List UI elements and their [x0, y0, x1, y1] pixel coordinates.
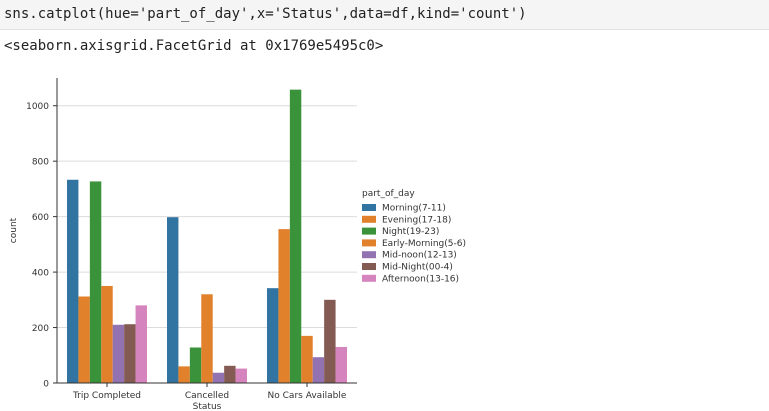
- x-tick-label: Trip Completed: [72, 391, 141, 401]
- bar: [224, 365, 236, 383]
- bar: [267, 288, 279, 383]
- y-tick-label: 1000: [26, 102, 49, 112]
- bar: [189, 347, 202, 383]
- legend-swatch: [362, 251, 376, 259]
- bar: [289, 89, 302, 384]
- axes: 0 200 400 600 800 1000 Trip Completed Cancelled…: [9, 78, 357, 411]
- bar: [278, 229, 290, 383]
- bar: [201, 294, 213, 383]
- legend-swatch: [362, 204, 376, 211]
- bar: [124, 324, 136, 383]
- legend-swatch: [362, 239, 376, 247]
- legend-label: Night(19-23): [382, 227, 439, 237]
- bar: [324, 299, 336, 383]
- legend-swatch: [362, 263, 376, 270]
- bar: [335, 346, 347, 383]
- bar: [101, 285, 113, 383]
- bars: [67, 89, 347, 384]
- y-axis-label: count: [9, 217, 19, 243]
- bar: [235, 368, 247, 383]
- x-tick-label: No Cars Available: [268, 391, 347, 401]
- legend-label: Mid-noon(12-13): [382, 251, 457, 261]
- x-tick-label: Cancelled: [185, 391, 229, 401]
- bar: [112, 324, 125, 383]
- legend-label: Early-Morning(5-6): [382, 239, 466, 249]
- y-tick-label: 200: [32, 324, 49, 334]
- bar: [301, 335, 313, 383]
- bar: [178, 366, 190, 383]
- legend-label: Morning(7-11): [382, 204, 446, 214]
- legend-swatch: [362, 274, 376, 282]
- bar: [212, 372, 225, 383]
- legend: part_of_day Morning(7-11)Evening(17-18) Ni…: [362, 189, 466, 284]
- bar: [167, 217, 179, 383]
- bar: [312, 357, 325, 383]
- bar: [78, 296, 90, 383]
- output-repr: <seaborn.axisgrid.FacetGrid at 0x1769e54…: [4, 38, 384, 54]
- bar: [135, 305, 147, 383]
- legend-swatch: [362, 227, 376, 235]
- x-axis-label: Status: [193, 402, 222, 411]
- bar: [67, 179, 79, 383]
- legend-label: Evening(17-18): [382, 215, 451, 225]
- y-tick-label: 0: [43, 380, 49, 390]
- y-tick-label: 600: [32, 213, 49, 223]
- legend-label: Mid-Night(00-4): [382, 263, 453, 273]
- legend-swatch: [362, 215, 376, 223]
- legend-label: Afternoon(13-16): [382, 274, 459, 284]
- code-cell[interactable]: sns.catplot(hue='part_of_day',x='Status'…: [0, 0, 769, 30]
- y-tick-label: 400: [32, 269, 49, 279]
- legend-title: part_of_day: [362, 189, 415, 199]
- bar: [89, 181, 102, 383]
- code-line[interactable]: sns.catplot(hue='part_of_day',x='Status'…: [4, 6, 527, 22]
- y-tick-label: 800: [32, 158, 49, 168]
